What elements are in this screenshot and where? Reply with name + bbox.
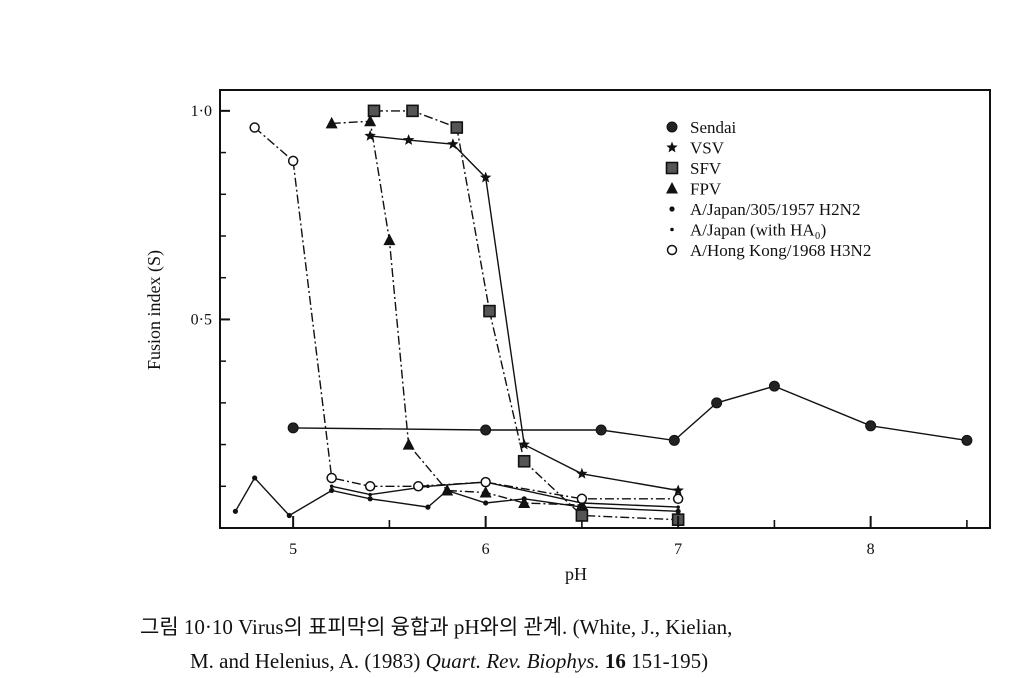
data-point	[252, 475, 258, 481]
series-0	[287, 380, 973, 446]
series-line-6	[254, 126, 679, 500]
data-point	[479, 486, 492, 498]
data-point	[287, 155, 299, 167]
caption-authors: M. and Helenius, A. (1983)	[190, 649, 421, 673]
x-tick-label-1: 6	[482, 541, 490, 558]
data-point	[518, 496, 531, 508]
caption-journal: Quart. Rev. Biophys.	[425, 649, 600, 673]
series-4	[232, 475, 681, 519]
data-point	[368, 492, 372, 497]
data-point	[676, 505, 680, 509]
data-point	[865, 420, 877, 432]
data-point	[711, 397, 723, 409]
legend-marker-1	[666, 141, 678, 153]
caption-line-2: M. and Helenius, A. (1983) Quart. Rev. B…	[140, 644, 1010, 678]
data-point	[425, 504, 431, 510]
caption-pages: 151-195)	[631, 649, 709, 673]
series-3	[325, 114, 588, 511]
legend-label-6: A/Hong Kong/1968 H3N2	[690, 241, 871, 260]
caption-ref-open: (White, J., Kielian,	[572, 615, 733, 639]
legend-label-1: VSV	[690, 139, 725, 158]
data-point	[329, 487, 335, 494]
data-point	[480, 476, 491, 488]
x-tick-label-3: 8	[867, 541, 875, 558]
data-point	[768, 380, 780, 392]
legend-marker-3	[666, 182, 678, 194]
caption-title: Virus의 표피막의 융합과 pH와의 관계.	[238, 615, 568, 639]
data-point	[402, 438, 415, 450]
series-6	[249, 122, 684, 505]
data-point	[232, 508, 238, 514]
series-2	[367, 104, 685, 526]
legend-marker-0	[666, 121, 678, 133]
legend-label-4: A/Japan/305/1957 H2N2	[690, 200, 860, 219]
data-point	[367, 496, 373, 502]
data-point	[675, 508, 681, 514]
data-point	[483, 500, 489, 506]
series-line-3	[331, 120, 582, 506]
data-point	[672, 493, 684, 505]
data-point	[444, 487, 450, 494]
data-point	[668, 434, 680, 446]
data-point	[576, 467, 588, 479]
data-point	[406, 104, 419, 118]
x-tick-label-2: 7	[674, 541, 682, 558]
legend-marker-5	[670, 227, 674, 232]
plot-frame	[219, 89, 991, 529]
series-1	[364, 129, 684, 496]
data-point	[579, 504, 585, 510]
data-point	[367, 104, 381, 118]
legend-marker-6	[666, 244, 678, 256]
data-point	[249, 122, 260, 133]
data-point	[483, 304, 496, 318]
figure-label: 그림 10·10	[140, 615, 233, 639]
data-point	[364, 481, 376, 492]
data-point	[286, 512, 292, 519]
legend-label-0: Sendai	[690, 118, 737, 137]
axis-layer: 5 6 7 8 1·0 0·5	[191, 103, 968, 558]
data-point	[364, 114, 377, 127]
data-point	[383, 233, 396, 246]
legend-label-5: A/Japan (with HA₀)	[690, 221, 826, 240]
y-axis-label: Fusion index (S)	[144, 250, 165, 370]
data-point	[480, 424, 492, 436]
data-point	[672, 484, 684, 496]
data-point	[576, 493, 588, 505]
legend-label-2: SFV	[690, 159, 722, 178]
data-point	[518, 438, 530, 450]
series-line-1	[370, 135, 679, 492]
x-axis-label: pH	[565, 564, 587, 584]
data-point	[329, 484, 334, 489]
legend-marker-2	[665, 161, 679, 175]
data-point	[325, 116, 338, 129]
x-tick-label-0: 5	[289, 541, 297, 558]
data-point	[413, 481, 424, 492]
series-layer	[232, 104, 973, 526]
data-point	[402, 134, 415, 145]
data-point	[521, 496, 527, 502]
figure-caption: 그림 10·10 Virus의 표피막의 융합과 pH와의 관계. (White…	[140, 610, 1010, 678]
data-point	[595, 424, 607, 436]
data-point	[575, 509, 589, 522]
series-line-0	[293, 385, 968, 442]
data-point	[287, 422, 299, 434]
data-point	[961, 434, 973, 446]
legend-label-3: FPV	[690, 180, 722, 199]
data-point	[450, 121, 464, 134]
data-point	[326, 472, 337, 484]
data-point	[479, 171, 492, 183]
data-point	[364, 129, 376, 141]
data-point	[517, 454, 531, 468]
series-5	[329, 480, 680, 509]
legend-marker-4	[669, 206, 675, 212]
y-tick-label-0: 1·0	[191, 103, 212, 120]
data-point	[447, 138, 459, 150]
y-tick-label-1: 0·5	[191, 311, 212, 328]
caption-volume: 16	[604, 649, 626, 673]
